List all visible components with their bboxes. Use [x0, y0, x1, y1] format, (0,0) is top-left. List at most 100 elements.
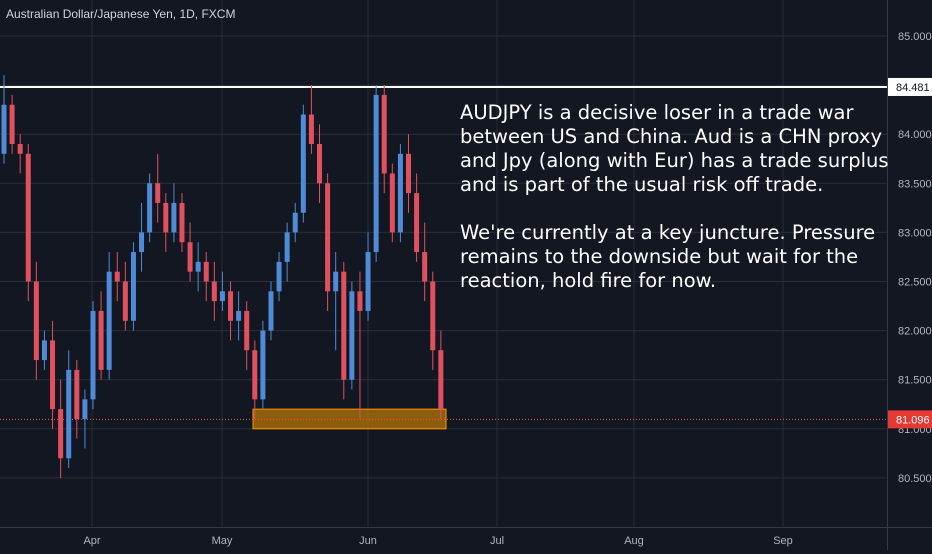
candle-body: [252, 350, 258, 400]
x-tick-label: Jul: [490, 535, 504, 547]
candle: [58, 379, 64, 478]
candle: [365, 232, 371, 321]
candle: [25, 144, 31, 302]
y-tick-label: 85.000: [898, 31, 932, 43]
candle: [187, 222, 193, 282]
candle: [82, 389, 88, 449]
candle: [98, 291, 104, 380]
candle: [414, 173, 420, 262]
candle: [90, 301, 96, 410]
candle: [122, 261, 128, 331]
candle: [422, 222, 428, 302]
candle: [389, 163, 395, 243]
candle: [349, 281, 355, 390]
last-price-tag: 81.096: [888, 410, 932, 429]
candle-body: [414, 193, 420, 253]
candle: [1, 75, 7, 164]
candle-body: [114, 271, 120, 282]
candle-body: [203, 261, 209, 282]
candle: [300, 104, 306, 223]
candle-body: [276, 261, 282, 292]
candle-body: [9, 104, 15, 145]
candle-body: [341, 271, 347, 380]
level-lines: [0, 85, 887, 420]
candle-body: [211, 281, 217, 302]
annotation-text: AUDJPY is a decisive loser in a trade wa…: [460, 101, 900, 293]
candle: [276, 252, 282, 302]
candle-body: [268, 291, 274, 331]
candle-body: [155, 183, 161, 203]
candle-body: [66, 369, 72, 459]
candle: [66, 350, 72, 469]
candle-body: [430, 281, 436, 351]
candle-body: [50, 340, 56, 410]
candle: [341, 261, 347, 400]
y-tick-label: 84.000: [898, 129, 932, 141]
candle: [163, 193, 169, 253]
candle-body: [171, 202, 177, 233]
annotation-paragraph-2: We're currently at a key juncture. Press…: [460, 221, 876, 292]
candle-body: [349, 291, 355, 380]
candle: [438, 330, 444, 419]
candle-body: [25, 153, 31, 282]
last-price-tag-label: 81.096: [896, 414, 930, 426]
candle: [430, 271, 436, 370]
candle: [211, 261, 217, 321]
candle: [179, 193, 185, 253]
candle-body: [122, 281, 128, 321]
support-zone-layer: [252, 408, 447, 430]
y-tick-label: 80.500: [898, 473, 932, 485]
resistance-tag-label: 84.481: [896, 82, 930, 94]
candle: [244, 301, 250, 370]
candle: [284, 222, 290, 282]
candle-body: [397, 153, 403, 233]
candle: [74, 360, 80, 439]
candle: [147, 173, 153, 243]
resistance-tag-bg: [888, 77, 932, 96]
candle-body: [106, 271, 112, 370]
candle: [292, 202, 298, 243]
candle-body: [219, 291, 225, 302]
candle: [195, 242, 201, 292]
y-tick-label: 82.500: [898, 277, 932, 289]
resistance-price-tag: 84.481: [888, 77, 932, 96]
x-tick-label: Apr: [83, 535, 100, 547]
candle: [333, 252, 339, 351]
candle-body: [195, 261, 201, 272]
candle-body: [406, 153, 411, 194]
chart-title: Australian Dollar/Japanese Yen, 1D, FXCM: [6, 7, 236, 21]
candle-body: [236, 310, 242, 321]
candle: [381, 85, 387, 194]
candle: [139, 202, 145, 272]
candle-body: [98, 310, 104, 370]
candle-body: [130, 252, 136, 321]
candle: [397, 144, 403, 243]
annotation-paragraph-1: AUDJPY is a decisive loser in a trade wa…: [460, 101, 889, 196]
candle: [260, 320, 266, 410]
candle: [268, 281, 274, 341]
candle: [373, 85, 379, 262]
candle-body: [1, 104, 7, 154]
candle: [308, 85, 314, 154]
candle-body: [260, 330, 266, 400]
candle-body: [163, 202, 169, 233]
candle-body: [389, 173, 395, 233]
candle: [203, 252, 209, 302]
candle: [357, 271, 363, 419]
candle-body: [284, 232, 290, 262]
candle-body: [74, 369, 80, 419]
candle: [219, 271, 225, 311]
candle: [114, 252, 120, 302]
candle-body: [187, 242, 193, 272]
candle-body: [228, 291, 234, 321]
candle-body: [422, 252, 428, 282]
last-price-tag-bg: [888, 410, 932, 429]
x-tick-label: May: [212, 535, 233, 547]
candle: [17, 134, 23, 174]
candle: [252, 340, 258, 419]
x-tick-label: Sep: [773, 535, 793, 547]
support-zone: [252, 408, 447, 430]
candles: [1, 75, 444, 478]
